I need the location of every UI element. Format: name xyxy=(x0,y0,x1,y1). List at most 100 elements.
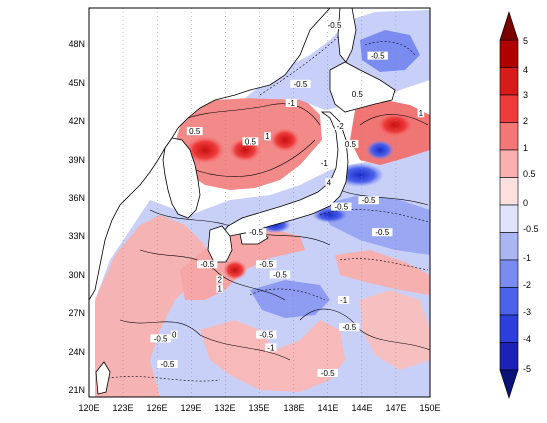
lon-tick-label: 132E xyxy=(214,403,235,413)
lon-tick-label: 138E xyxy=(283,403,304,413)
contour-label: 1 xyxy=(265,132,270,141)
contour-label: 0.5 xyxy=(345,140,357,149)
contour-label: -0.5 xyxy=(371,52,385,61)
contour-label: -0.5 xyxy=(161,360,175,369)
colorbar: 5 4 3 2 1 0.5 0 -0.5 -1 -2 -3 -4 -5 xyxy=(499,11,539,399)
colorbar-label: -5 xyxy=(523,364,531,374)
contour-label: -0.5 xyxy=(294,80,308,89)
contour-lines-negative xyxy=(99,29,429,382)
contour-label: -1 xyxy=(321,159,329,168)
colorbar-label: -1 xyxy=(523,253,531,263)
contour-label: -2 xyxy=(337,122,345,131)
contour-label-background xyxy=(150,334,171,343)
colorbar-label: 0 xyxy=(523,198,528,208)
contour-label-background xyxy=(242,137,259,146)
colorbar-cell xyxy=(499,122,519,151)
contour-label: -0.5 xyxy=(200,260,214,269)
contour-label: -0.5 xyxy=(249,228,263,237)
colorbar-label: 0.5 xyxy=(523,169,536,179)
contour-label-background xyxy=(256,260,277,269)
contour-label: 2 xyxy=(217,276,222,285)
colorbar-cell xyxy=(499,149,519,178)
colorbar-label: -0.5 xyxy=(523,224,539,234)
contour-label: 0.5 xyxy=(245,137,257,146)
contour-label-background xyxy=(417,109,425,118)
lon-tick-label: 123E xyxy=(112,403,133,413)
colorbar-cell xyxy=(499,259,519,288)
lat-tick-label: 48N xyxy=(68,39,85,49)
colorbar-cell xyxy=(499,287,519,316)
ocean-field-pink-west xyxy=(95,215,205,397)
contour-label-background xyxy=(339,322,360,331)
contour-label-background xyxy=(349,90,366,99)
contour-label: -0.5 xyxy=(321,369,335,378)
lon-tick-label: 135E xyxy=(248,403,269,413)
lon-tick-label: 126E xyxy=(146,403,167,413)
colorbar-label: 3 xyxy=(523,90,528,100)
contour-label-background xyxy=(245,228,267,237)
contour-label-background xyxy=(265,343,277,352)
gridlines xyxy=(122,8,397,397)
contour-label: 1 xyxy=(419,109,424,118)
contour-label-background xyxy=(334,122,346,131)
lat-tick-label: 30N xyxy=(68,270,85,280)
strong-warm-core-north xyxy=(270,128,300,152)
contour-label: -0.5 xyxy=(375,228,389,237)
contour-label-background xyxy=(157,360,178,369)
hokkaido xyxy=(329,61,396,113)
contour-label-background xyxy=(318,159,330,168)
kyushu xyxy=(207,225,233,263)
land xyxy=(88,7,396,395)
lat-tick-label: 42N xyxy=(68,116,85,126)
contour-label: -0.5 xyxy=(328,21,342,30)
colorbar-cell xyxy=(499,67,519,96)
lon-tick-label: 129E xyxy=(180,403,201,413)
colorbar-cell xyxy=(499,39,519,68)
colorbar-cell xyxy=(499,204,519,233)
contour-label-background xyxy=(216,275,224,284)
contour-label-background xyxy=(269,270,291,279)
colorbar-cells xyxy=(499,39,519,371)
contour-label-background xyxy=(264,132,271,141)
colorbar-cell xyxy=(499,94,519,123)
colorbar-label: -2 xyxy=(523,280,531,290)
contour-label-background xyxy=(317,368,338,377)
contour-label: -1 xyxy=(288,99,296,108)
colorbar-label: -4 xyxy=(523,334,531,344)
contour-label: -0.5 xyxy=(154,334,168,343)
north-blue-eddy xyxy=(360,30,420,72)
contour-label-background xyxy=(197,260,218,269)
colorbar-label: 2 xyxy=(523,116,528,126)
contour-label-background xyxy=(170,330,178,339)
strong-warm-core-southwest xyxy=(223,260,247,280)
contour-label-background xyxy=(342,139,359,148)
contour-label-background xyxy=(216,284,224,293)
contour-label-background xyxy=(331,202,352,211)
contour-label: 0 xyxy=(172,331,177,340)
colorbar-label: -3 xyxy=(523,307,531,317)
strong-cold-core-hokkaido xyxy=(366,140,394,160)
contour-label-background xyxy=(358,196,379,205)
contour-label: -1 xyxy=(340,296,348,305)
contour-label-background xyxy=(256,330,277,339)
lat-tick-label: 33N xyxy=(68,231,85,241)
taiwan xyxy=(95,361,111,395)
contour-labels: -0.5-0.5-0.50.5-10.51-210.5 0.5-14-0.5-0.… xyxy=(150,20,425,378)
lat-tick-label: 24N xyxy=(68,347,85,357)
contour-label: 1 xyxy=(217,285,222,294)
colorbar-top-triangle xyxy=(499,11,519,41)
colorbar-label: 4 xyxy=(523,65,528,75)
map-panel: -0.5-0.5-0.50.5-10.51-210.5 0.5-14-0.5-0.… xyxy=(68,7,441,413)
strong-cold-core-east-japan xyxy=(336,163,384,187)
contour-label: -0.5 xyxy=(334,203,348,212)
lon-axis: 120E 123E 126E 129E 132E 135E 138E 141E … xyxy=(78,403,440,413)
contour-label: -0.5 xyxy=(259,331,273,340)
strong-warm-core-korea xyxy=(185,136,225,164)
colorbar-cell xyxy=(499,342,519,371)
lat-tick-label: 27N xyxy=(68,308,85,318)
contour-label-background xyxy=(325,178,333,187)
lat-tick-label: 39N xyxy=(68,155,85,165)
contour-label-background xyxy=(372,228,393,237)
contour-label: 0.5 xyxy=(352,90,364,99)
lon-tick-label: 120E xyxy=(78,403,99,413)
